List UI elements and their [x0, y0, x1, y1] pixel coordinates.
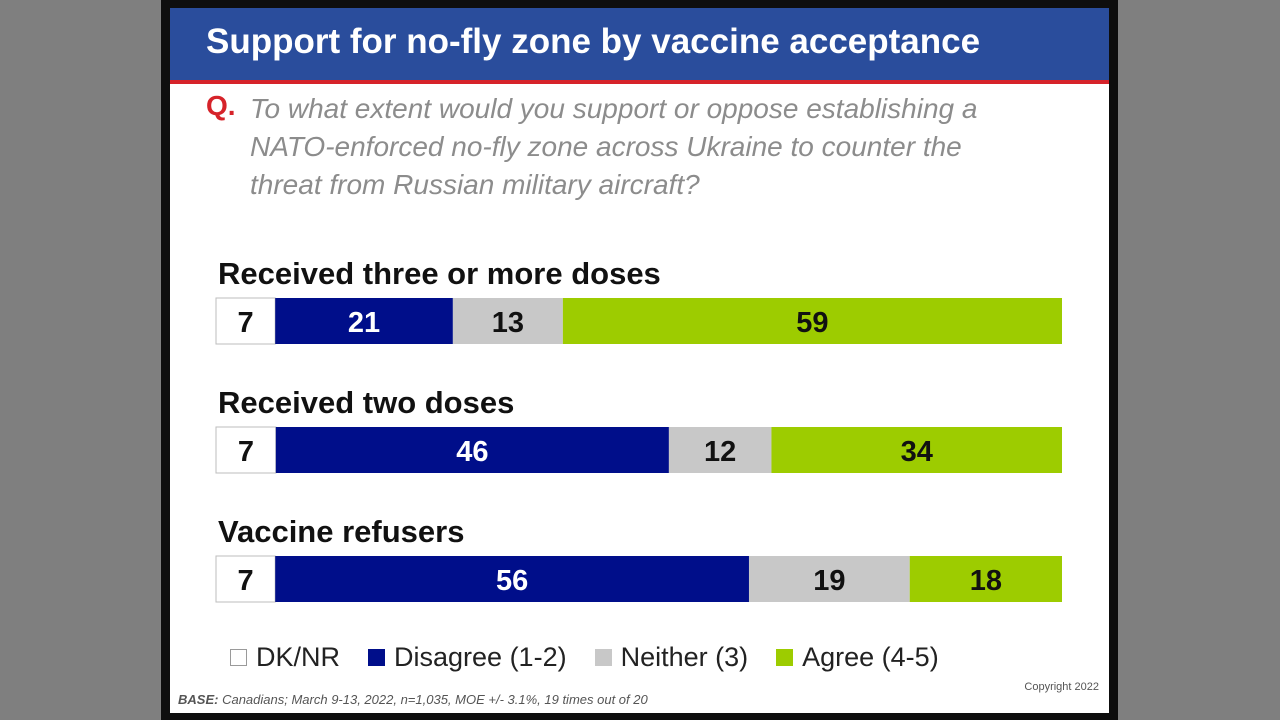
data-label-disagree-1-2-received-two-doses: 46 — [456, 436, 488, 468]
base-text: Canadians; March 9-13, 2022, n=1,035, MO… — [222, 692, 648, 707]
legend-label-disagree-1-2: Disagree (1-2) — [394, 641, 567, 672]
base-label: BASE: — [178, 692, 219, 707]
slide-title: Support for no-fly zone by vaccine accep… — [206, 22, 981, 61]
question-marker: Q. — [206, 90, 236, 121]
data-label-disagree-1-2-received-three-or-more-doses: 21 — [348, 307, 380, 339]
data-label-dk-nr-received-three-or-more-doses: 7 — [238, 307, 254, 339]
legend-swatch-dk-nr — [230, 648, 247, 666]
category-label-vaccine-refusers: Vaccine refusers — [218, 514, 464, 549]
data-label-neither-3-received-three-or-more-doses: 13 — [492, 307, 524, 339]
bar-disagree-1-2-received-three-or-more-doses — [275, 298, 453, 344]
data-label-agree-4-5-received-two-doses: 34 — [901, 436, 933, 468]
legend-swatch-disagree-1-2 — [368, 648, 386, 666]
bar-dk-nr-received-two-doses — [215, 426, 277, 474]
slide: Support for no-fly zone by vaccine accep… — [170, 8, 1109, 713]
chart-legend: DK/NR Disagree (1-2) Neither (3) Agree (4-5… — [230, 640, 967, 674]
legend-item-agree-4-5: Agree (4-5) — [776, 642, 939, 673]
data-label-dk-nr-vaccine-refusers: 7 — [238, 565, 254, 597]
data-label-neither-3-vaccine-refusers: 19 — [813, 565, 845, 597]
bar-disagree-1-2-received-two-doses — [275, 427, 669, 473]
bar-neither-3-received-two-doses — [668, 427, 772, 473]
bar-dk-nr-vaccine-refusers — [215, 555, 276, 603]
legend-label-agree-4-5: Agree (4-5) — [802, 641, 939, 672]
title-bar: Support for no-fly zone by vaccine accep… — [170, 8, 1109, 84]
base-note: BASE: Canadians; March 9-13, 2022, n=1,0… — [178, 692, 648, 707]
legend-label-dk-nr: DK/NR — [256, 641, 341, 672]
category-label-received-two-doses: Received two doses — [218, 385, 514, 420]
legend-label-neither-3: Neither (3) — [620, 641, 749, 672]
bar-disagree-1-2-vaccine-refusers — [275, 556, 749, 602]
copyright-note: Copyright 2022 — [1024, 681, 1099, 693]
legend-swatch-neither-3 — [594, 648, 612, 666]
category-label-received-three-or-more-doses: Received three or more doses — [218, 256, 661, 291]
legend-item-disagree-1-2: Disagree (1-2) — [368, 642, 567, 673]
bar-agree-4-5-received-three-or-more-doses — [562, 298, 1062, 344]
legend-item-dk-nr: DK/NR — [230, 642, 340, 673]
question-text: To what extent would you support or oppo… — [250, 93, 978, 200]
data-label-neither-3-received-two-doses: 12 — [704, 436, 736, 468]
bar-neither-3-received-three-or-more-doses — [452, 298, 563, 344]
bar-agree-4-5-vaccine-refusers — [909, 556, 1062, 602]
legend-item-neither-3: Neither (3) — [594, 641, 749, 673]
data-label-disagree-1-2-vaccine-refusers: 56 — [496, 565, 528, 597]
stacked-bar-chart: Received three or more doses 7 21 13 59 Recei… — [215, 256, 1062, 603]
data-label-agree-4-5-vaccine-refusers: 18 — [970, 565, 1002, 597]
bar-agree-4-5-received-two-doses — [771, 427, 1062, 473]
bar-neither-3-vaccine-refusers — [748, 556, 910, 602]
legend-swatch-agree-4-5 — [776, 648, 794, 666]
bar-dk-nr-received-three-or-more-doses — [215, 297, 276, 345]
data-label-agree-4-5-received-three-or-more-doses: 59 — [796, 307, 828, 339]
data-label-dk-nr-received-two-doses: 7 — [238, 436, 254, 468]
